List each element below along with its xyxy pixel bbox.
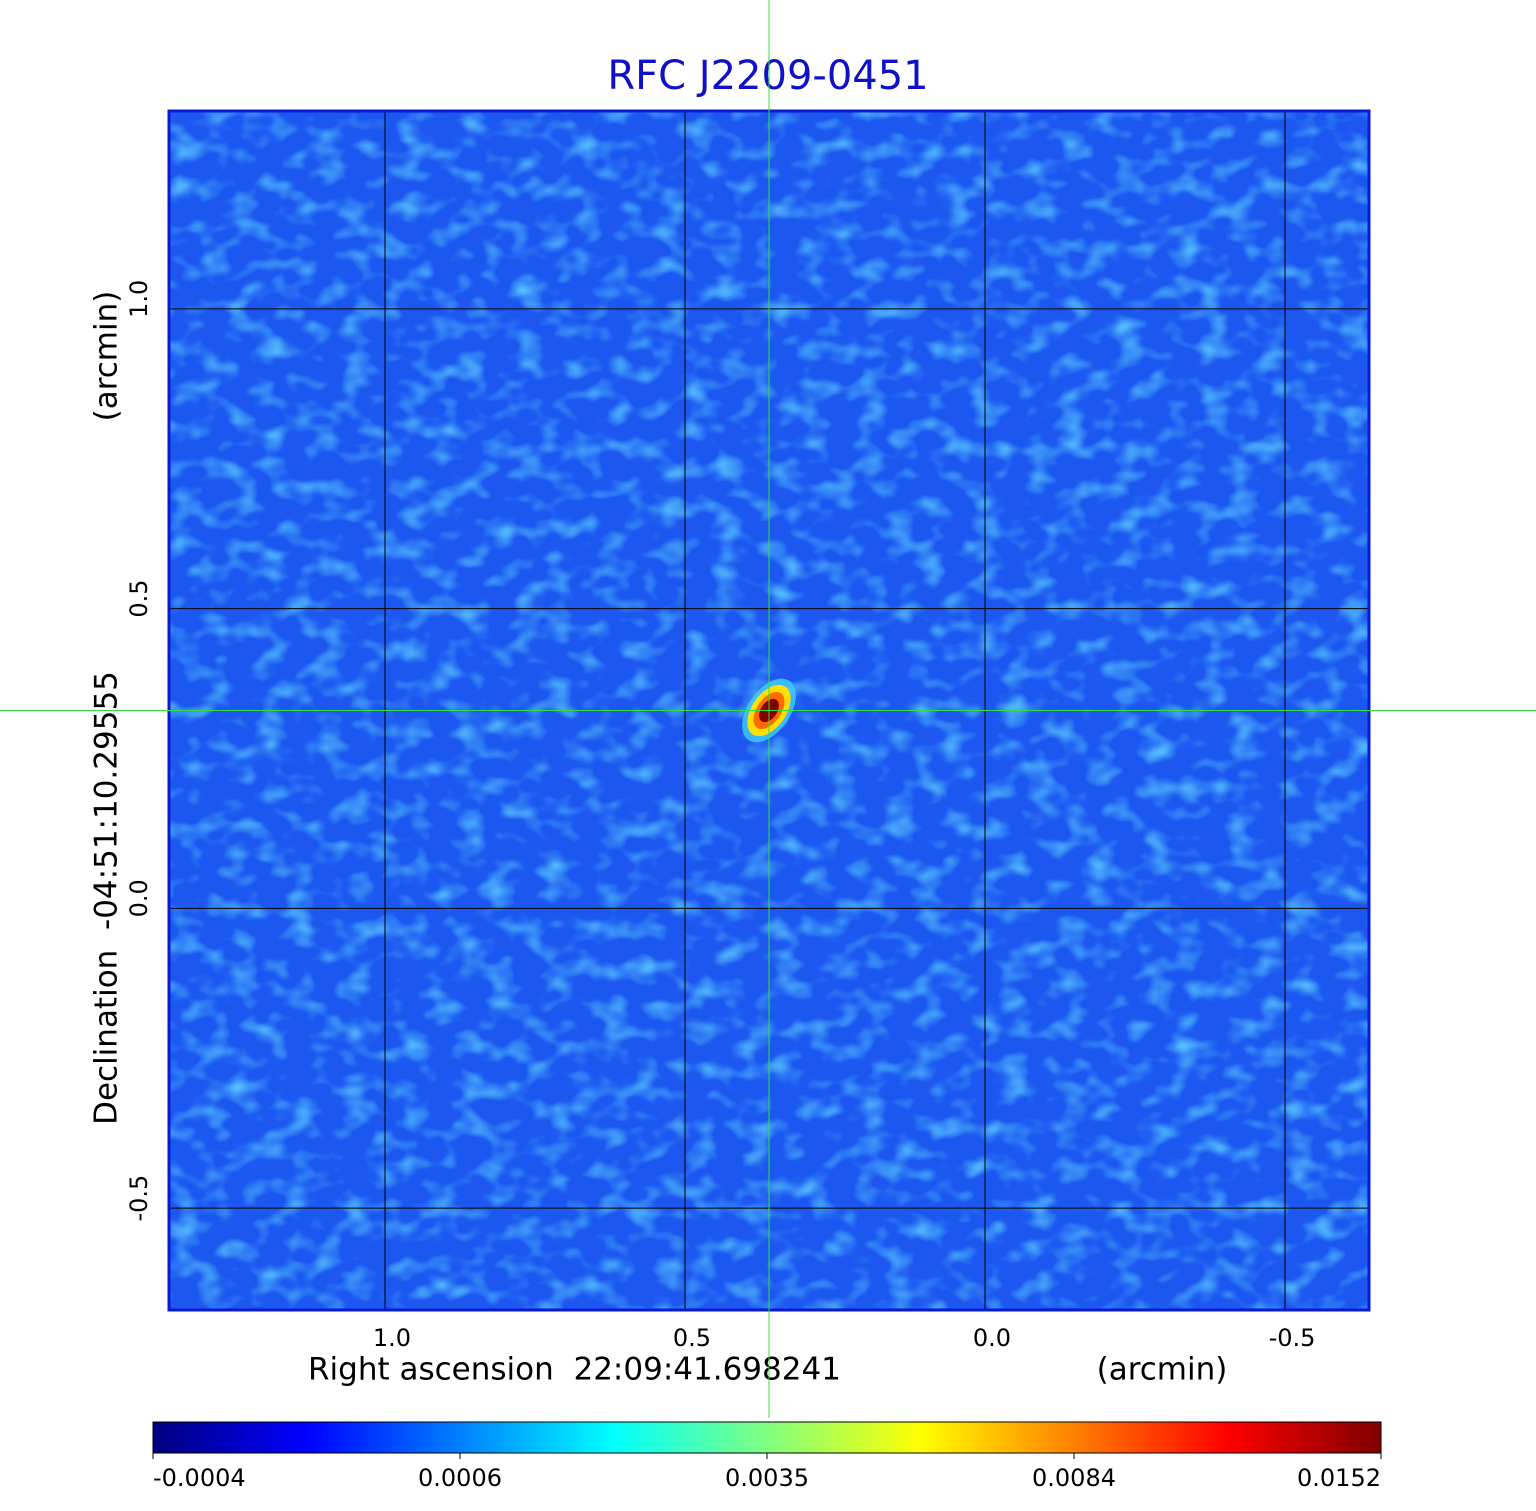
colorbar-tick-label: -0.0004	[153, 1464, 246, 1492]
x-axis-title: Right ascension 22:09:41.698241	[308, 1352, 841, 1388]
chart-title: RFC J2209-0451	[607, 53, 928, 99]
colorbar	[152, 1421, 1382, 1454]
y-tick-label: 1.0	[125, 280, 153, 318]
colorbar-tick-label: 0.0084	[1032, 1464, 1116, 1492]
y-tick-label: 0.5	[125, 579, 153, 617]
x-tick-label: 0.0	[973, 1324, 1011, 1352]
x-tick-label: 1.0	[373, 1324, 411, 1352]
y-tick-label: 0.0	[125, 879, 153, 917]
colorbar-tick-label: 0.0035	[725, 1464, 809, 1492]
y-axis-unit: (arcmin)	[89, 291, 125, 422]
y-axis-title: Declination -04:51:10.29555	[89, 671, 125, 1125]
x-tick-label: -0.5	[1269, 1324, 1316, 1352]
x-axis-unit: (arcmin)	[1097, 1352, 1228, 1388]
y-tick-label: -0.5	[125, 1175, 153, 1222]
x-tick-label: 0.5	[673, 1324, 711, 1352]
colorbar-tick-label: 0.0152	[1297, 1464, 1381, 1492]
colorbar-tick-label: 0.0006	[418, 1464, 502, 1492]
